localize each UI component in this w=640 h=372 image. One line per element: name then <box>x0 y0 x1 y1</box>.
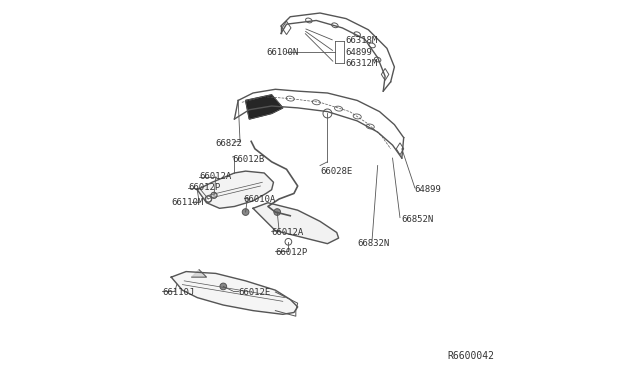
Circle shape <box>211 192 217 198</box>
Text: 66012P: 66012P <box>275 248 308 257</box>
Text: 66852N: 66852N <box>402 215 434 224</box>
Text: 66832N: 66832N <box>357 239 390 248</box>
Text: 64899: 64899 <box>415 185 442 194</box>
Circle shape <box>274 209 280 215</box>
Text: 66110M: 66110M <box>172 198 204 207</box>
Text: 66312M: 66312M <box>346 59 378 68</box>
Polygon shape <box>197 171 273 208</box>
Text: 66012E: 66012E <box>238 288 271 296</box>
Text: 66012P: 66012P <box>188 183 220 192</box>
Text: 66012A: 66012A <box>199 172 231 181</box>
Text: 66028E: 66028E <box>320 167 352 176</box>
Text: R6600042: R6600042 <box>448 351 495 361</box>
Circle shape <box>205 196 211 202</box>
Text: 66318M: 66318M <box>346 36 378 45</box>
Text: 66010A: 66010A <box>244 195 276 203</box>
Polygon shape <box>191 270 207 277</box>
Polygon shape <box>246 95 283 119</box>
Circle shape <box>243 209 249 215</box>
Polygon shape <box>253 203 339 244</box>
Polygon shape <box>172 272 298 314</box>
Circle shape <box>220 283 227 290</box>
Text: 64899: 64899 <box>346 48 372 57</box>
Circle shape <box>211 192 217 198</box>
Text: 66012B: 66012B <box>232 155 265 164</box>
Text: 66110J: 66110J <box>162 288 194 296</box>
Text: 66822: 66822 <box>216 139 243 148</box>
Text: 66100N: 66100N <box>266 48 298 57</box>
Text: 66012A: 66012A <box>271 228 304 237</box>
